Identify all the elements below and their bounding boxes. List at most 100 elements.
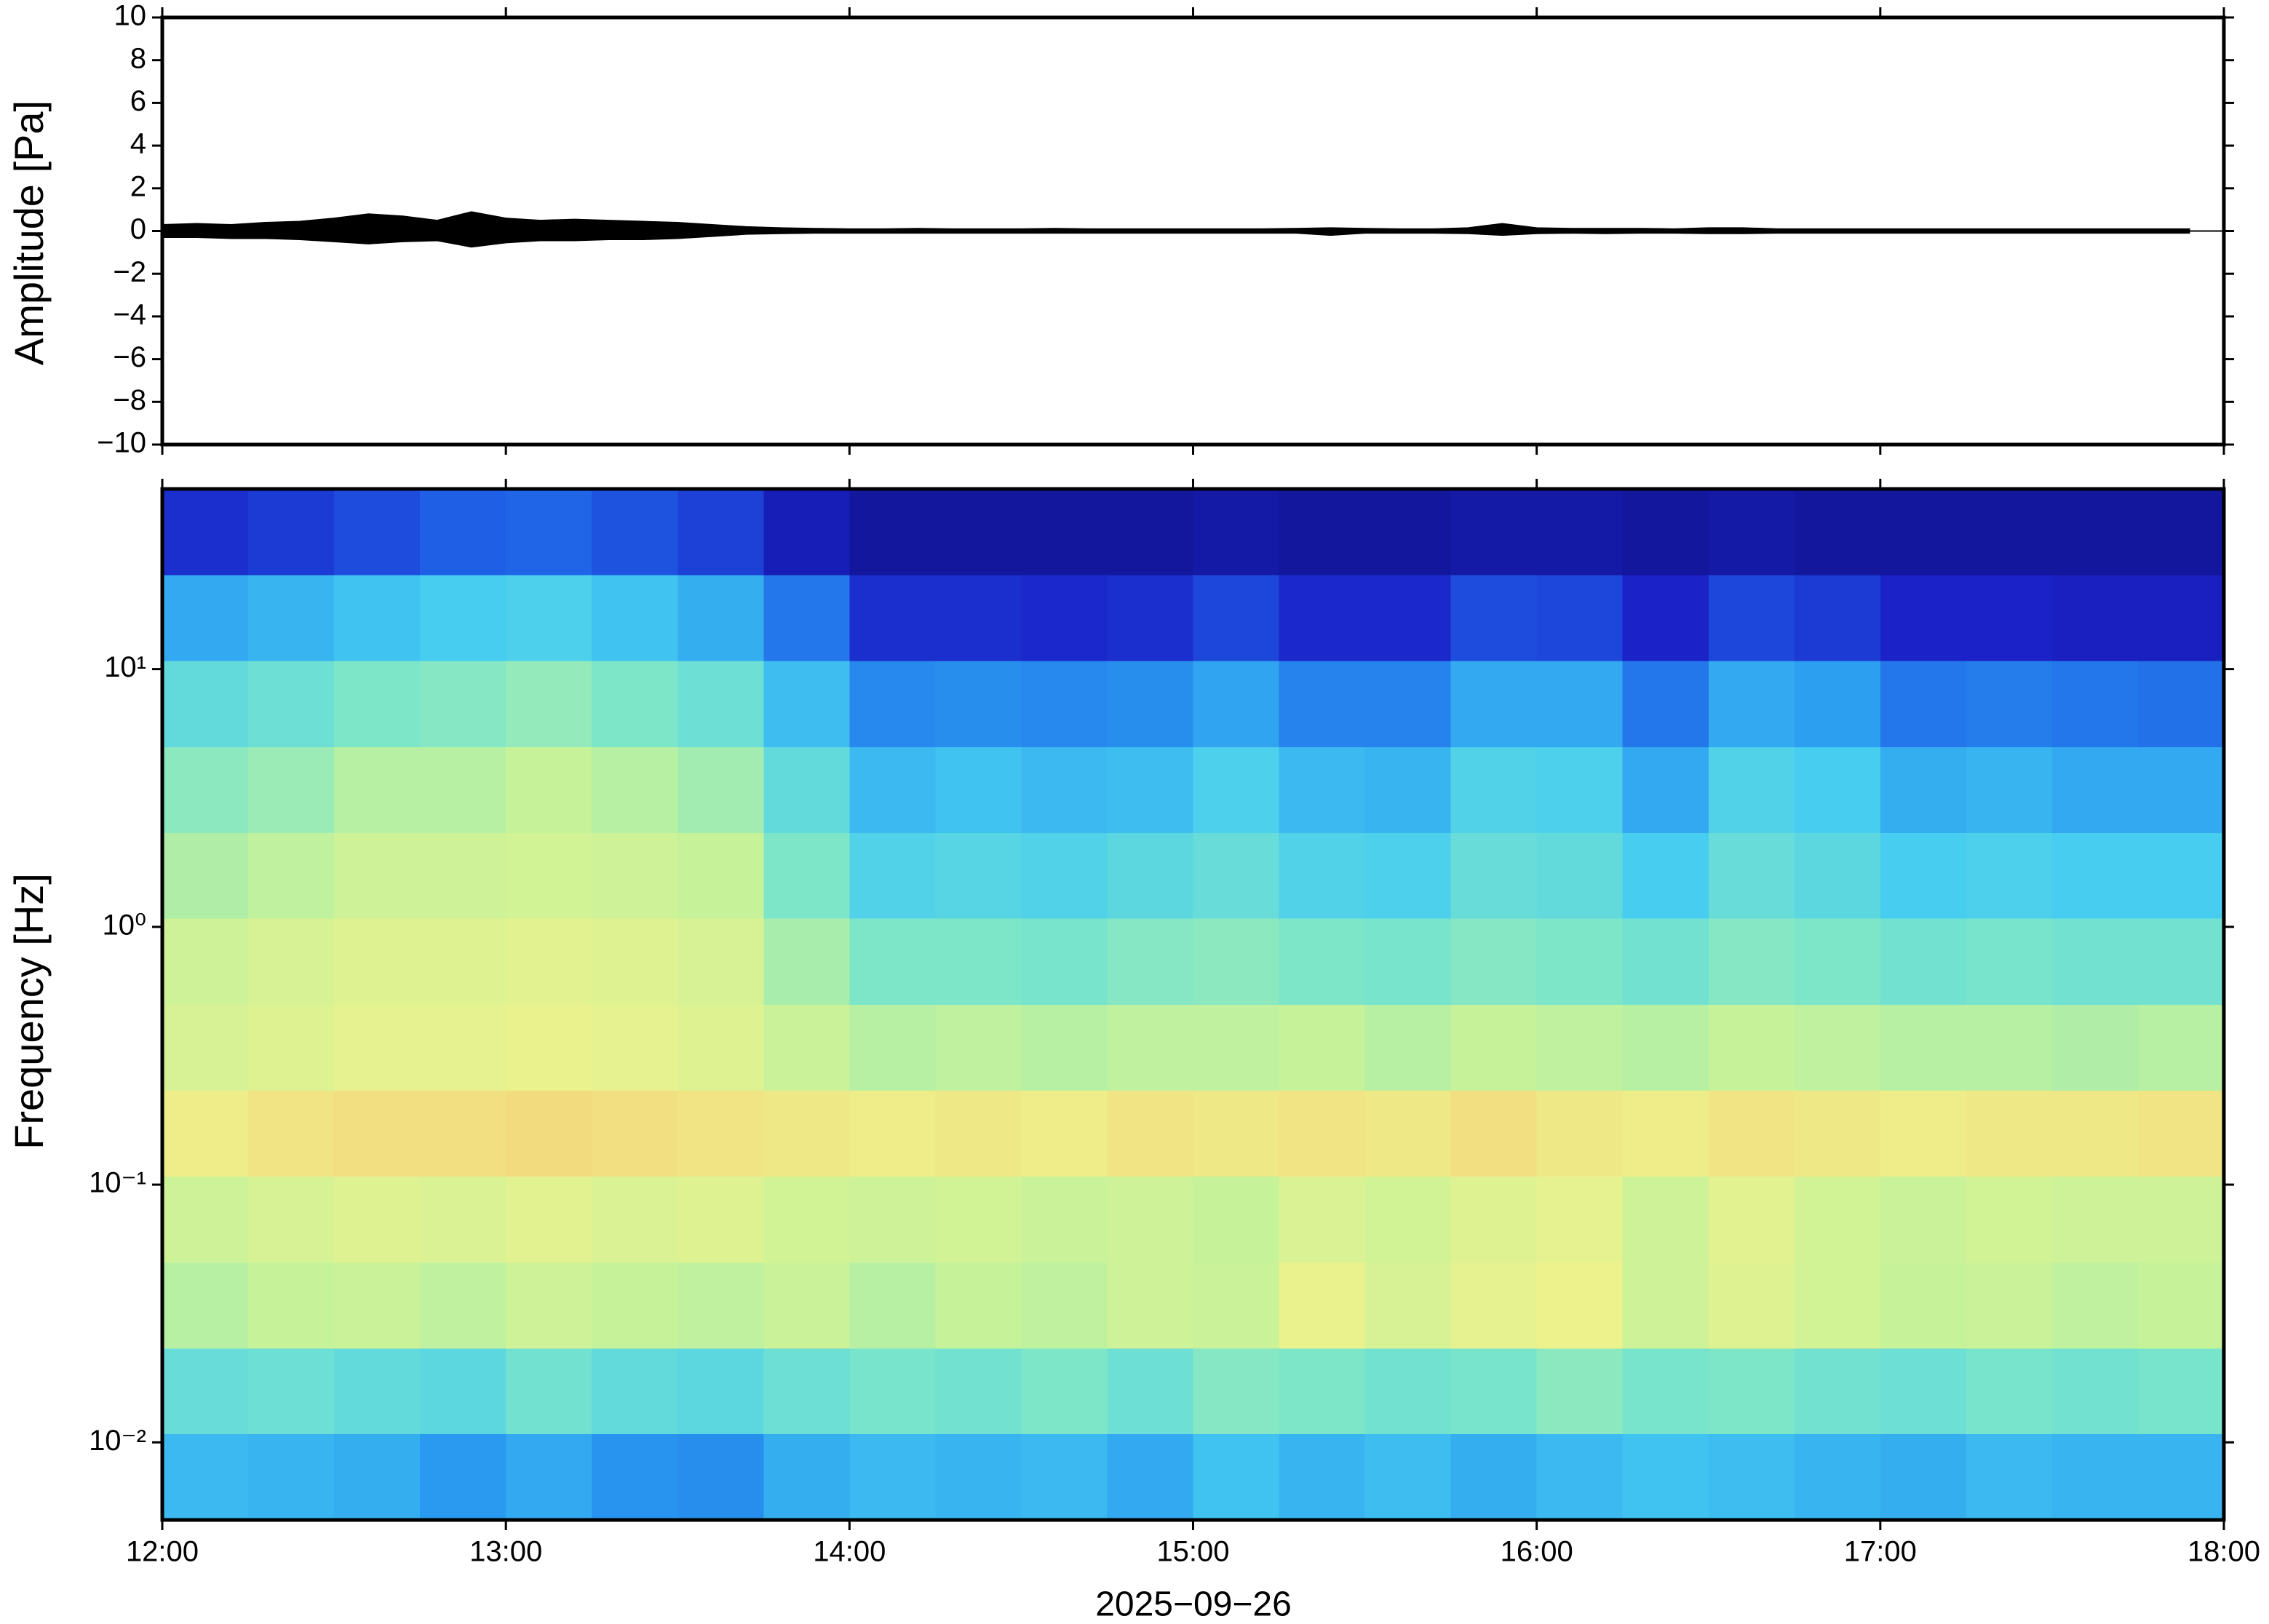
heatmap-cell — [162, 1262, 249, 1349]
heatmap-cell — [1880, 1004, 1967, 1091]
heatmap-cell — [1622, 1433, 1709, 1521]
heatmap-cell — [2051, 575, 2139, 661]
heatmap-cell — [334, 1348, 421, 1435]
heatmap-cell — [162, 1176, 249, 1263]
heatmap-cell — [2137, 1262, 2225, 1349]
heatmap-cell — [1450, 489, 1538, 576]
heatmap-cell — [506, 1004, 592, 1091]
heatmap-cell — [1450, 1090, 1538, 1177]
heatmap-cell — [1364, 1176, 1452, 1263]
heatmap-cell — [1364, 660, 1452, 747]
heatmap-cell — [1622, 832, 1709, 919]
heatmap-cell — [1279, 1090, 1366, 1177]
heatmap-cell — [1708, 1176, 1795, 1263]
heatmap-cell — [677, 660, 764, 747]
heatmap-cell — [1450, 1004, 1538, 1091]
x-tick-label: 17:00 — [1844, 1536, 1917, 1568]
heatmap-cell — [1193, 1262, 1280, 1349]
heatmap-cell — [1364, 747, 1452, 833]
heatmap-cell — [248, 575, 335, 661]
heatmap-cell — [1364, 489, 1452, 576]
heatmap-cell — [1021, 489, 1108, 576]
heatmap-cell — [849, 489, 936, 576]
heatmap-cell — [1794, 832, 1881, 919]
heatmap-cell — [162, 918, 249, 1005]
heatmap-cell — [1107, 1090, 1193, 1177]
heatmap-cell — [1279, 832, 1366, 919]
heatmap-cell — [1880, 1348, 1967, 1435]
heatmap-cell — [2051, 489, 2139, 576]
heatmap-cell — [1880, 918, 1967, 1005]
heatmap-cell — [763, 660, 850, 747]
heatmap-cell — [506, 575, 592, 661]
heatmap-cell — [1021, 1004, 1108, 1091]
heatmap-cell — [1450, 1348, 1538, 1435]
heatmap-cell — [1536, 918, 1624, 1005]
x-tick-label: 12:00 — [126, 1536, 199, 1568]
x-tick-label: 15:00 — [1156, 1536, 1229, 1568]
heatmap-cell — [1880, 1262, 1967, 1349]
heatmap-cell — [248, 660, 335, 747]
y-tick-label: 10⁻¹ — [89, 1167, 146, 1199]
heatmap-cell — [1708, 1262, 1795, 1349]
heatmap-cell — [1794, 1262, 1881, 1349]
heatmap-cell — [420, 1090, 506, 1177]
heatmap-cell — [592, 1348, 678, 1435]
heatmap-cell — [420, 1004, 506, 1091]
heatmap-cell — [506, 918, 592, 1005]
heatmap-cell — [1021, 575, 1108, 661]
heatmap-cell — [506, 1176, 592, 1263]
heatmap-cell — [1966, 832, 2053, 919]
heatmap-cell — [334, 660, 421, 747]
heatmap-cell — [506, 1262, 592, 1349]
heatmap-cell — [677, 1004, 764, 1091]
heatmap-cell — [1279, 1262, 1366, 1349]
waveform — [162, 230, 2190, 248]
y-tick-label: 0 — [130, 213, 146, 245]
heatmap-cell — [162, 575, 249, 661]
heatmap-cell — [849, 1090, 936, 1177]
heatmap-cell — [1107, 1433, 1193, 1521]
heatmap-cell — [2051, 1004, 2139, 1091]
heatmap-cell — [420, 575, 506, 661]
x-tick-label: 18:00 — [2187, 1536, 2260, 1568]
heatmap-cell — [1107, 918, 1193, 1005]
heatmap-cell — [1364, 575, 1452, 661]
heatmap-cell — [935, 1262, 1022, 1349]
heatmap-cell — [2137, 1348, 2225, 1435]
heatmap-cell — [1966, 918, 2053, 1005]
heatmap-cell — [1450, 660, 1538, 747]
heatmap-cell — [1794, 747, 1881, 833]
heatmap-cell — [1622, 660, 1709, 747]
heatmap-cell — [506, 489, 592, 576]
y-tick-label: 4 — [130, 128, 146, 160]
heatmap-cell — [1708, 747, 1795, 833]
heatmap-cell — [1364, 918, 1452, 1005]
heatmap-cell — [763, 1348, 850, 1435]
heatmap-cell — [248, 747, 335, 833]
y-tick-label: 6 — [130, 85, 146, 117]
heatmap-cell — [506, 747, 592, 833]
heatmap-cell — [1708, 575, 1795, 661]
heatmap-cell — [1536, 1090, 1624, 1177]
heatmap-cell — [1708, 1348, 1795, 1435]
heatmap-cell — [592, 660, 678, 747]
heatmap-cell — [849, 1262, 936, 1349]
heatmap-cell — [420, 489, 506, 576]
heatmap-cell — [1364, 1004, 1452, 1091]
heatmap-cell — [763, 1433, 850, 1521]
heatmap-cell — [677, 918, 764, 1005]
heatmap-cell — [1536, 1262, 1624, 1349]
heatmap-cell — [1794, 575, 1881, 661]
heatmap-cell — [248, 1176, 335, 1263]
heatmap-cell — [1536, 575, 1624, 661]
heatmap-cell — [1880, 575, 1967, 661]
heatmap-cell — [935, 1176, 1022, 1263]
heatmap-cell — [334, 1090, 421, 1177]
heatmap-cell — [592, 1004, 678, 1091]
heatmap-cell — [1021, 918, 1108, 1005]
heatmap-cell — [592, 747, 678, 833]
heatmap-cell — [506, 1348, 592, 1435]
heatmap-cell — [506, 1090, 592, 1177]
